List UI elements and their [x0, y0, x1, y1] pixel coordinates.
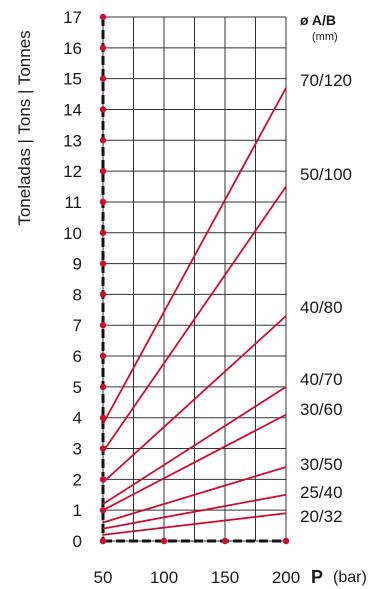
y-tick-label: 11	[64, 193, 82, 212]
y-tick-label: 3	[73, 440, 82, 459]
y-tick-label: 7	[73, 316, 82, 335]
x-axis-unit: (bar)	[333, 569, 367, 586]
axes	[101, 17, 286, 543]
y-axis-dot	[99, 476, 107, 483]
x-axis-dot	[221, 537, 229, 545]
y-axis-dot	[99, 506, 107, 514]
y-axis-dot	[99, 414, 107, 421]
series-line-70-120	[102, 87, 287, 425]
series-line-30-60	[102, 413, 287, 511]
series-label: 40/80	[300, 298, 343, 317]
y-tick-label: 16	[63, 39, 82, 58]
x-tick-label: 100	[150, 568, 178, 587]
y-axis-dot	[99, 291, 107, 298]
series-label: 20/32	[300, 507, 343, 526]
axis-dots	[99, 13, 290, 545]
y-axis-dot	[99, 44, 107, 52]
y-axis-dot	[99, 137, 107, 144]
y-tick-label: 2	[73, 470, 82, 489]
y-axis-dot	[99, 352, 107, 360]
series-line-40-70	[102, 386, 287, 505]
tick-labels: 70/120 50/100 40/80 40/70 30/60 30/50 25/40 20/…	[63, 8, 352, 587]
x-tick-label: 150	[211, 568, 239, 587]
series-label: 70/120	[300, 71, 352, 90]
y-tick-label: 8	[73, 285, 82, 304]
series-line-50-100	[102, 186, 287, 453]
series-lines	[102, 87, 287, 536]
y-tick-label: 6	[73, 347, 82, 366]
y-tick-label: 0	[73, 532, 82, 551]
series-label: 40/70	[300, 370, 343, 389]
y-tick-label: 5	[73, 378, 82, 397]
series-label: 50/100	[300, 165, 352, 184]
y-tick-label: 14	[63, 100, 82, 119]
series-line-20-32	[102, 512, 287, 536]
y-tick-label: 12	[63, 162, 82, 181]
y-axis-dot	[99, 260, 107, 267]
y-axis-dot	[99, 198, 107, 206]
x-tick-label: 50	[94, 568, 113, 587]
y-axis-dot	[99, 383, 107, 391]
y-axis-dot	[99, 13, 107, 21]
y-axis-dot	[99, 106, 107, 113]
y-axis-dot	[99, 229, 107, 236]
x-axis-dot	[160, 537, 168, 545]
series-line-25-40	[102, 493, 287, 530]
y-axis-dot	[99, 322, 107, 329]
y-tick-label: 10	[63, 224, 82, 243]
legend-unit: (mm)	[312, 31, 338, 43]
series-label: 25/40	[300, 483, 343, 502]
y-tick-label: 13	[63, 131, 82, 150]
y-tick-label: 4	[73, 409, 82, 428]
y-axis-dot	[99, 167, 107, 175]
y-axis-label: Toneladas | Tons | Tonnes	[15, 30, 34, 225]
y-axis-dot	[99, 445, 107, 452]
series-line-40-80	[102, 315, 287, 484]
x-axis-label: P	[311, 567, 323, 587]
y-tick-label: 1	[73, 501, 82, 520]
x-tick-label: 200	[272, 568, 300, 587]
x-axis-dot	[282, 537, 290, 545]
x-axis-dot	[99, 537, 107, 545]
y-tick-label: 15	[63, 70, 82, 89]
y-tick-label: 17	[63, 8, 82, 27]
series-line-30-50	[102, 466, 287, 524]
series-label: 30/50	[300, 455, 343, 474]
y-tick-label: 9	[73, 255, 82, 274]
grid	[102, 16, 287, 542]
legend-title: ø A/B	[300, 12, 336, 28]
y-axis-dot	[99, 75, 107, 82]
series-label: 30/60	[300, 400, 343, 419]
